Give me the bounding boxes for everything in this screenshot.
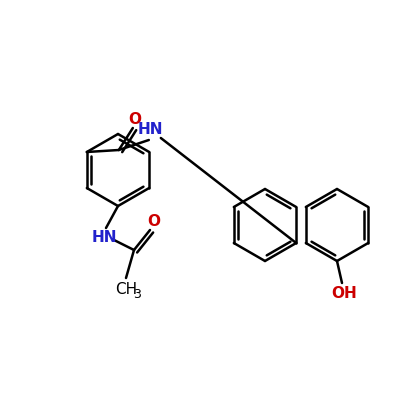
Text: HN: HN (91, 230, 117, 246)
Text: OH: OH (331, 286, 357, 300)
Text: HN: HN (138, 122, 164, 138)
Text: O: O (128, 112, 141, 128)
Text: CH: CH (115, 282, 137, 298)
Text: 3: 3 (133, 288, 141, 300)
Text: O: O (148, 214, 160, 230)
